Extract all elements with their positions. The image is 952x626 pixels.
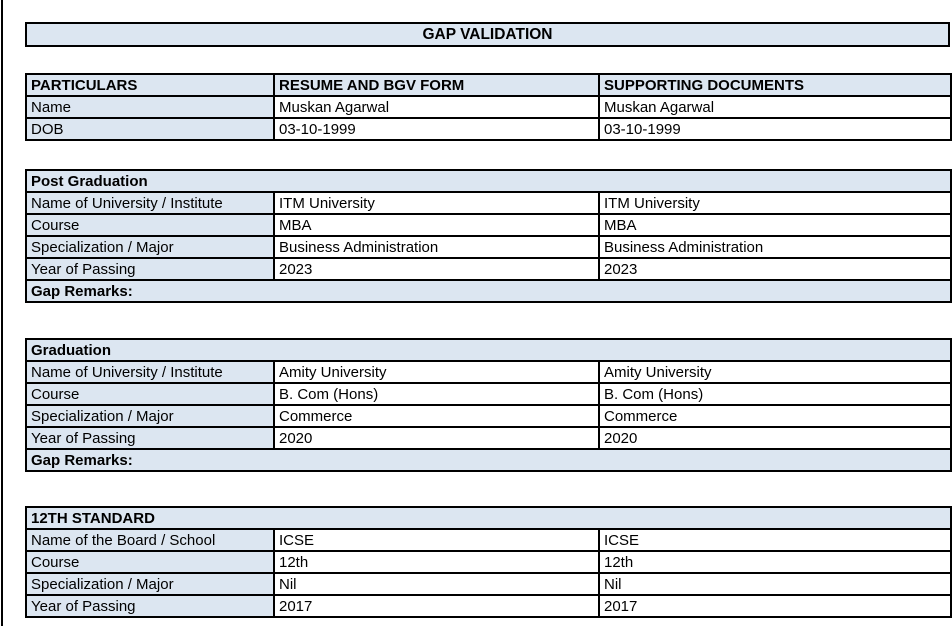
gap-remarks-label: Gap Remarks: — [24, 448, 952, 472]
table-row-specialization: Specialization / Major Nil Nil — [25, 572, 952, 596]
row-label: Year of Passing — [25, 257, 275, 281]
resume-value: 03-10-1999 — [273, 117, 600, 141]
section-title: Post Graduation — [25, 169, 952, 193]
supporting-value: ICSE — [598, 528, 952, 552]
row-label: Specialization / Major — [25, 572, 275, 596]
row-label: Course — [25, 550, 275, 574]
graduation-table: Graduation Name of University / Institut… — [24, 338, 952, 472]
section-header-row: Post Graduation — [25, 169, 952, 193]
supporting-value: ITM University — [598, 191, 952, 215]
table-row-year-of-passing: Year of Passing 2017 2017 — [25, 594, 952, 618]
resume-value: Muskan Agarwal — [273, 95, 600, 119]
row-label: Course — [25, 382, 275, 406]
table-row-dob: DOB 03-10-1999 03-10-1999 — [25, 117, 952, 141]
column-header-particulars: PARTICULARS — [25, 73, 275, 97]
table-row-course: Course MBA MBA — [25, 213, 952, 237]
page-left-edge-line — [1, 0, 3, 626]
table-row-year-of-passing: Year of Passing 2020 2020 — [25, 426, 952, 450]
table-row-name: Name Muskan Agarwal Muskan Agarwal — [25, 95, 952, 119]
row-label: Name of University / Institute — [25, 191, 275, 215]
table-row-course: Course 12th 12th — [25, 550, 952, 574]
row-label: Year of Passing — [25, 426, 275, 450]
resume-value: ITM University — [273, 191, 600, 215]
resume-value: 2023 — [273, 257, 600, 281]
resume-value: Business Administration — [273, 235, 600, 259]
table-row-specialization: Specialization / Major Business Administ… — [25, 235, 952, 259]
row-label: DOB — [25, 117, 275, 141]
resume-value: MBA — [273, 213, 600, 237]
row-label: Course — [25, 213, 275, 237]
post-graduation-table: Post Graduation Name of University / Ins… — [25, 169, 952, 303]
table-row-year-of-passing: Year of Passing 2023 2023 — [25, 257, 952, 281]
page-title: GAP VALIDATION — [422, 25, 553, 43]
resume-value: Nil — [273, 572, 600, 596]
supporting-value: 2017 — [598, 594, 952, 618]
resume-value: 2017 — [273, 594, 600, 618]
table-row-board: Name of the Board / School ICSE ICSE — [25, 528, 952, 552]
resume-value: B. Com (Hons) — [273, 382, 600, 406]
gap-remarks-label: Gap Remarks: — [25, 279, 952, 303]
resume-value: ICSE — [273, 528, 600, 552]
supporting-value: B. Com (Hons) — [597, 382, 952, 406]
supporting-value: Nil — [598, 572, 952, 596]
supporting-value: Amity University — [597, 360, 952, 384]
row-label: Name of the Board / School — [25, 528, 275, 552]
supporting-value: 2020 — [597, 426, 952, 450]
supporting-value: 03-10-1999 — [598, 117, 952, 141]
supporting-value: Muskan Agarwal — [598, 95, 952, 119]
document-title-bar: GAP VALIDATION — [25, 22, 950, 47]
resume-value: 2020 — [273, 426, 600, 450]
section-header-row: 12TH STANDARD — [25, 506, 952, 530]
supporting-value: 2023 — [598, 257, 952, 281]
supporting-value: Business Administration — [598, 235, 952, 259]
twelfth-standard-table: 12TH STANDARD Name of the Board / School… — [25, 506, 952, 618]
table-header-row: PARTICULARS RESUME AND BGV FORM SUPPORTI… — [25, 73, 952, 97]
table-row-university: Name of University / Institute Amity Uni… — [25, 360, 952, 384]
table-row-course: Course B. Com (Hons) B. Com (Hons) — [25, 382, 952, 406]
section-header-row: Graduation — [24, 338, 952, 362]
row-label: Specialization / Major — [25, 404, 275, 428]
row-label: Name of University / Institute — [25, 360, 275, 384]
row-label: Year of Passing — [25, 594, 275, 618]
resume-value: 12th — [273, 550, 600, 574]
table-row-university: Name of University / Institute ITM Unive… — [25, 191, 952, 215]
column-header-resume-bgv: RESUME AND BGV FORM — [273, 73, 600, 97]
supporting-value: Commerce — [597, 404, 952, 428]
row-label: Specialization / Major — [25, 235, 275, 259]
supporting-value: MBA — [598, 213, 952, 237]
resume-value: Commerce — [273, 404, 600, 428]
resume-value: Amity University — [273, 360, 600, 384]
supporting-value: 12th — [598, 550, 952, 574]
table-row-specialization: Specialization / Major Commerce Commerce — [25, 404, 952, 428]
section-title: Graduation — [24, 338, 952, 362]
section-title: 12TH STANDARD — [25, 506, 952, 530]
particulars-table: PARTICULARS RESUME AND BGV FORM SUPPORTI… — [25, 73, 952, 141]
gap-remarks-row: Gap Remarks: — [25, 279, 952, 303]
gap-remarks-row: Gap Remarks: — [24, 448, 952, 472]
column-header-supporting-docs: SUPPORTING DOCUMENTS — [598, 73, 952, 97]
row-label: Name — [25, 95, 275, 119]
